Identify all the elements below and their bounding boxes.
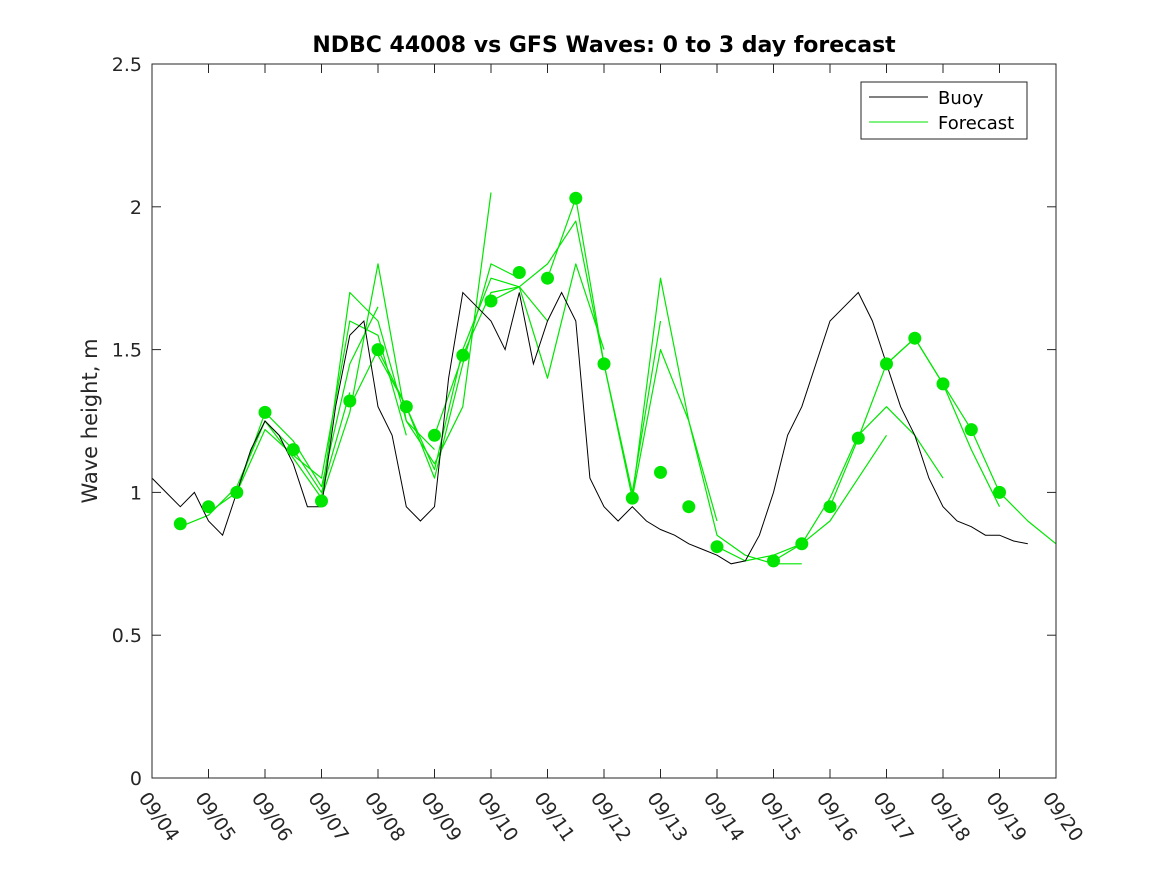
forecast-marker (258, 405, 272, 419)
y-tick-label: 1 (130, 482, 142, 504)
plot-background (152, 64, 1056, 778)
forecast-marker (936, 377, 950, 391)
y-tick-label: 0.5 (112, 625, 142, 647)
x-tick-label: 09/07 (303, 788, 352, 845)
forecast-marker (315, 494, 328, 508)
forecast-marker (654, 465, 667, 479)
forecast-marker (173, 517, 187, 531)
legend-forecast-label: Forecast (938, 113, 1014, 134)
forecast-marker (597, 357, 611, 371)
forecast-marker (908, 331, 922, 345)
buoy-line-group (151, 291, 1028, 565)
y-tick-label: 1.5 (112, 340, 142, 362)
x-tick-label: 09/14 (699, 788, 748, 845)
legend-box (860, 81, 1028, 140)
forecast-marker (823, 500, 837, 514)
forecast-marker (541, 271, 554, 285)
x-tick-label: 09/05 (190, 788, 239, 845)
legend-buoy-label: Buoy (938, 88, 984, 109)
y-tick-label: 2 (130, 197, 142, 219)
forecast-marker (399, 400, 413, 414)
forecast-marker (230, 485, 244, 499)
plot-area (151, 63, 1057, 779)
forecast-marker (286, 443, 300, 457)
x-tick-label: 09/04 (134, 788, 183, 845)
forecast-line-3 (236, 320, 407, 493)
y-axis: 0 0.5 1 1.5 2 2.5 (112, 54, 1056, 790)
forecast-marker (851, 431, 865, 445)
y-tick-label: 2.5 (112, 54, 142, 76)
forecast-marker (625, 491, 639, 505)
forecast-marker (682, 500, 696, 514)
x-tick-label: 09/19 (981, 788, 1030, 845)
forecast-marker (993, 485, 1006, 499)
y-axis-label: Wave height, m (78, 338, 102, 503)
forecast-marker (964, 423, 978, 437)
legend: Buoy Forecast (860, 81, 1028, 140)
forecast-line-5 (320, 192, 492, 499)
x-tick-label: 09/06 (247, 788, 296, 845)
x-tick-label: 09/15 (755, 788, 804, 845)
forecast-marker (456, 348, 470, 362)
forecast-marker (569, 191, 583, 205)
forecast-marker (795, 537, 809, 551)
forecast-marker (767, 554, 780, 568)
x-tick-label: 09/17 (868, 788, 917, 845)
x-tick-label: 09/18 (925, 788, 974, 845)
x-tick-label: 09/10 (473, 788, 522, 845)
forecast-marker (428, 428, 441, 442)
forecast-marker (343, 394, 357, 408)
forecast-marker (710, 540, 724, 554)
x-tick-label: 09/09 (416, 788, 465, 845)
forecast-marker (512, 266, 526, 279)
x-tick-label: 09/11 (529, 788, 578, 845)
forecast-markers (173, 191, 1006, 568)
x-tick-label: 09/20 (1038, 788, 1087, 845)
x-tick-label: 09/13 (642, 788, 691, 845)
x-tick-label: 09/12 (586, 788, 635, 845)
buoy-line (151, 291, 1028, 565)
forecast-marker (484, 294, 498, 308)
forecast-marker (371, 343, 385, 357)
chart-title: NDBC 44008 vs GFS Waves: 0 to 3 day fore… (312, 33, 896, 58)
forecast-marker (202, 500, 215, 514)
y-tick-label: 0 (130, 768, 142, 790)
x-tick-label: 09/16 (812, 788, 861, 845)
forecast-marker (880, 357, 893, 371)
x-tick-label: 09/08 (360, 788, 409, 845)
